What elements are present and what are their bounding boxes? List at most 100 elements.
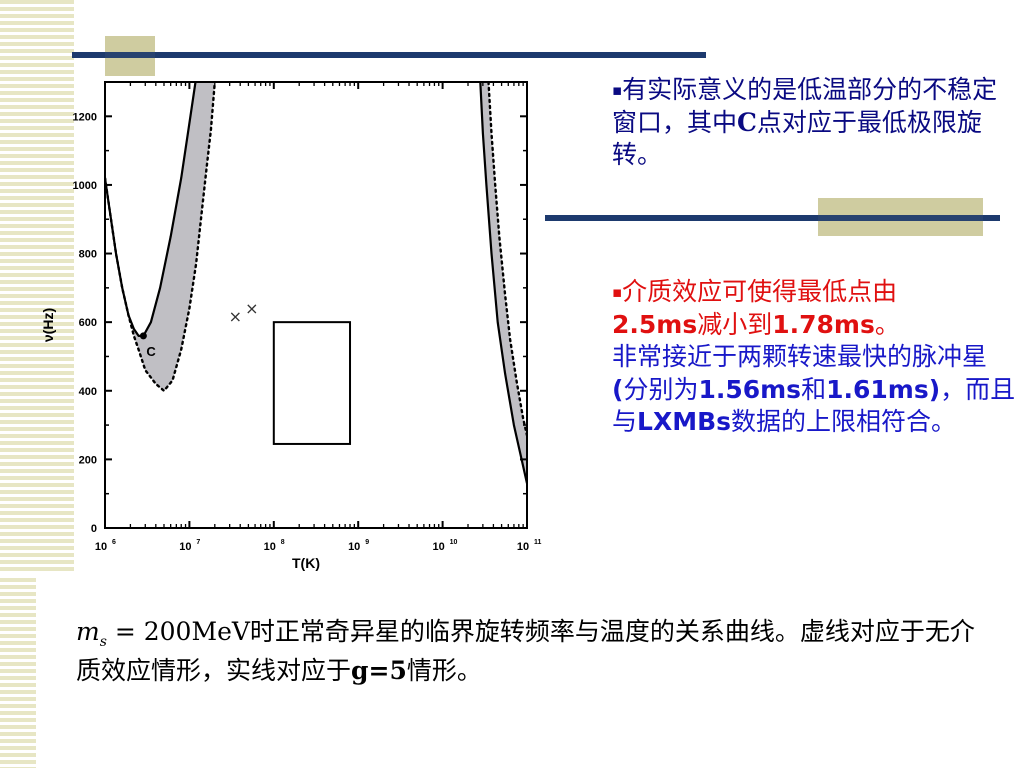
stripe xyxy=(0,203,74,207)
stripe xyxy=(0,140,74,144)
stripe xyxy=(0,385,74,389)
stripe xyxy=(0,49,74,53)
stripe xyxy=(0,210,74,214)
stripe xyxy=(0,63,74,67)
stripe xyxy=(0,224,74,228)
x-tick-label: 10 xyxy=(264,541,276,553)
stripe xyxy=(0,301,74,305)
x-tick-exponent: 6 xyxy=(112,539,116,546)
y-tick-label: 0 xyxy=(91,523,97,535)
note2-p2a: 非常接近于两颗转速最快的脉冲星 xyxy=(612,342,988,371)
decorative-stripes-top xyxy=(0,0,74,578)
stripe xyxy=(0,567,74,571)
top-rule-overlay xyxy=(72,52,706,58)
stripe xyxy=(0,448,74,452)
stripe xyxy=(0,676,36,680)
note1-highlight: C xyxy=(737,107,757,137)
note2-p2e: ，而且与 xyxy=(612,374,1016,437)
solid-curve-right xyxy=(479,82,527,484)
stripe xyxy=(0,760,36,764)
note-medium-effect: ▪介质效应可使得最低点由 2.5ms减小到1.78ms。 非常接近于两颗转速最快… xyxy=(612,276,1022,439)
note2-v2: 1.78ms xyxy=(772,309,875,339)
stripe xyxy=(0,532,74,536)
figure-caption: ms = 200MeV时正常奇异星的临界旋转频率与温度的关系曲线。虚线对应于无介… xyxy=(76,614,976,688)
stripe xyxy=(0,322,74,326)
stripe xyxy=(0,238,74,242)
note2-line1: 介质效应可使得最低点由 xyxy=(622,277,898,306)
stripe xyxy=(0,406,74,410)
stripe xyxy=(0,739,36,743)
stripe xyxy=(0,592,36,596)
x-tick-label: 10 xyxy=(432,541,444,553)
stripe xyxy=(0,483,74,487)
dotted-curve-right xyxy=(487,82,527,437)
stripe xyxy=(0,42,74,46)
stripe xyxy=(0,634,36,638)
stripe xyxy=(0,490,74,494)
stripe xyxy=(0,28,74,32)
stripe xyxy=(0,119,74,123)
stripe xyxy=(0,259,74,263)
stripe xyxy=(0,469,74,473)
stripe xyxy=(0,746,36,750)
note-c-point: ▪有实际意义的是低温部分的不稳定窗口，其中C点对应于最低极限旋转。 xyxy=(612,74,1007,172)
stripe xyxy=(0,266,74,270)
note2-end: 。 xyxy=(874,309,900,339)
stripe xyxy=(0,343,74,347)
stripe xyxy=(0,662,36,666)
stripe xyxy=(0,732,36,736)
stripe xyxy=(0,539,74,543)
chart-axes: 0 200 400 600 800 1000 1200 10 6 10 7 10 8 10 9 10 10 10 1… xyxy=(40,81,542,571)
stripe xyxy=(0,21,74,25)
x-axis-label: T(K) xyxy=(292,555,320,571)
stripe xyxy=(0,392,74,396)
stripe xyxy=(0,245,74,249)
stripe xyxy=(0,711,36,715)
stripe xyxy=(0,308,74,312)
stripe xyxy=(0,606,36,610)
stripe xyxy=(0,462,74,466)
x-tick-label: 10 xyxy=(179,541,191,553)
stripe xyxy=(0,683,36,687)
bullet-icon: ▪ xyxy=(612,81,623,99)
x-tick-exponent: 7 xyxy=(196,539,200,546)
stripe xyxy=(0,70,74,74)
note2-v5: LXMBs xyxy=(637,407,732,436)
stripe xyxy=(0,753,36,757)
stripe xyxy=(0,378,74,382)
note2-p2c: 分别为 xyxy=(623,374,699,404)
note2-p2f: 数据的上限相符合。 xyxy=(731,407,957,436)
stripe xyxy=(0,105,74,109)
caption-text2: 情形。 xyxy=(406,655,482,685)
note2-mid: 减小到 xyxy=(697,309,773,339)
stripe xyxy=(0,126,74,130)
caption-text1: 时正常奇异星的临界旋转频率与温度的关系曲线。虚线对应于无介质效应情形，实线对应于 xyxy=(76,617,975,685)
y-axis-label: ν(Hz) xyxy=(40,308,56,342)
point-c-marker xyxy=(139,332,147,340)
stripe xyxy=(0,553,74,557)
critical-frequency-chart: 0 200 400 600 800 1000 1200 10 6 10 7 10 8 10 9 10 10 10 1… xyxy=(40,81,542,571)
caption-g: g=5 xyxy=(351,655,407,685)
stripe xyxy=(0,420,74,424)
shaded-instability-window xyxy=(105,82,527,484)
shaded-region-right xyxy=(480,82,527,484)
stripe xyxy=(0,287,74,291)
x-tick-label: 10 xyxy=(95,541,107,553)
stripe xyxy=(0,704,36,708)
stripe xyxy=(0,147,74,151)
decorative-stripes-bottom xyxy=(0,578,36,768)
note2-p2b: ( xyxy=(612,374,624,404)
x-tick-exponent: 8 xyxy=(281,539,285,546)
plot-frame xyxy=(104,81,528,529)
stripe xyxy=(0,294,74,298)
stripe xyxy=(0,725,36,729)
stripe xyxy=(0,399,74,403)
stripe xyxy=(0,161,74,165)
observation-box xyxy=(272,321,352,445)
stripe xyxy=(0,613,36,617)
stripe xyxy=(0,112,74,116)
stripe xyxy=(0,7,74,11)
note1-text-after: 点对应于最低极限旋转。 xyxy=(612,107,982,170)
x-tick-exponent: 11 xyxy=(534,539,542,546)
dotted-curve-left xyxy=(105,82,217,393)
